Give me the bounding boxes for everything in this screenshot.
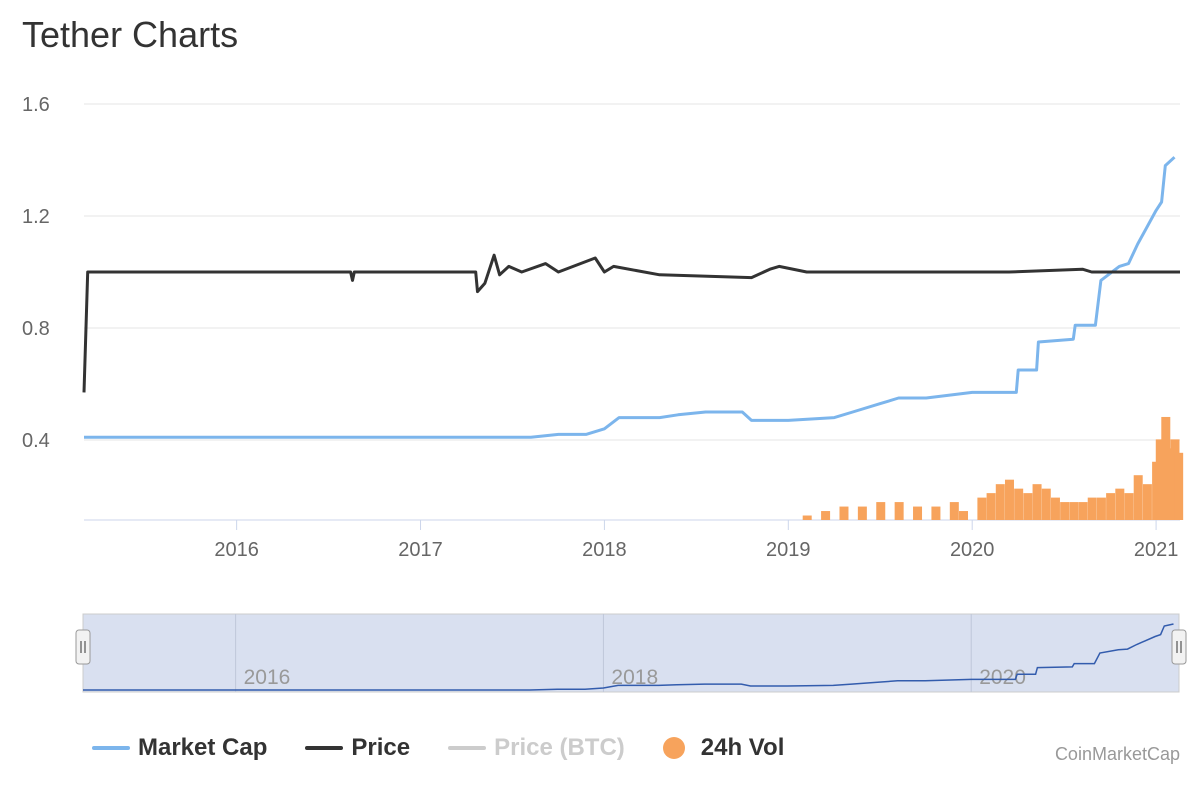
legend: Market Cap Price Price (BTC) 24h Vol (92, 734, 822, 762)
volume-bar (839, 506, 849, 520)
legend-line-icon (305, 746, 344, 750)
volume-bar (1050, 497, 1060, 520)
volume-bar (1014, 488, 1024, 520)
legend-dot-icon (662, 737, 685, 759)
volume-bar (949, 502, 959, 520)
volume-bar (1004, 479, 1014, 520)
x-tick-label: 2017 (398, 539, 443, 561)
legend-label: 24h Vol (700, 734, 785, 761)
volume-bar (986, 493, 996, 520)
volume-bar (1023, 493, 1033, 520)
legend-label: Market Cap (138, 734, 268, 761)
volume-bar (1106, 493, 1116, 520)
chart-title: Tether Charts (22, 14, 239, 55)
volume-bar (1032, 484, 1042, 520)
y-tick-label: 0.4 (22, 430, 50, 452)
navigator-tick-label: 2020 (979, 666, 1026, 689)
volume-bar (1161, 416, 1171, 520)
legend-line-icon (92, 746, 130, 750)
volume-bar (876, 502, 886, 520)
volume-bar (1069, 502, 1079, 520)
volume-bar (1174, 452, 1184, 520)
volume-bar (1133, 475, 1143, 520)
volume-bar (931, 506, 941, 520)
volume-bar (1060, 502, 1070, 520)
volume-bar (1115, 488, 1125, 520)
price-series-line (82, 253, 1180, 393)
y-tick-label: 1.2 (22, 206, 50, 228)
market-cap-series-line (84, 156, 1176, 439)
volume-bar (1096, 497, 1106, 520)
navigator-tick-label: 2016 (244, 666, 291, 689)
x-tick-label: 2018 (582, 539, 627, 561)
legend-label: Price (351, 734, 411, 761)
volume-bar (1078, 502, 1088, 520)
x-tick-label: 2016 (214, 539, 259, 561)
legend-item-price[interactable]: Price (305, 734, 410, 762)
y-tick-label: 0.8 (22, 318, 50, 340)
navigator-handle-left[interactable] (75, 629, 91, 665)
volume-bar (1155, 439, 1165, 520)
x-tick-label: 2019 (766, 539, 811, 561)
volume-bar (802, 515, 812, 520)
volume-bar (995, 484, 1005, 520)
volume-bar (894, 502, 904, 520)
legend-label: Price (BTC) (494, 734, 625, 761)
y-tick-label: 1.6 (22, 94, 50, 116)
legend-item-24h-vol[interactable]: 24h Vol (662, 734, 785, 762)
navigator-tick-label: 2018 (611, 666, 658, 689)
volume-bar (959, 511, 969, 520)
volume-bar (821, 511, 831, 520)
volume-bar (913, 506, 923, 520)
legend-item-price-btc[interactable]: Price (BTC) (448, 734, 625, 762)
volume-bar (1142, 484, 1152, 520)
volume-bar (1124, 493, 1134, 520)
x-tick-label: 2021 (1134, 539, 1179, 561)
volume-bar (857, 506, 867, 520)
legend-line-icon (448, 746, 487, 750)
navigator-handle-right[interactable] (1171, 629, 1187, 665)
volume-bar (1087, 497, 1097, 520)
volume-bar (977, 497, 987, 520)
navigator-series-line (83, 623, 1174, 691)
credit-link[interactable]: CoinMarketCap (1054, 744, 1180, 764)
x-tick-label: 2020 (950, 539, 995, 561)
volume-bar (1041, 488, 1051, 520)
legend-item-market-cap[interactable]: Market Cap (92, 734, 267, 762)
